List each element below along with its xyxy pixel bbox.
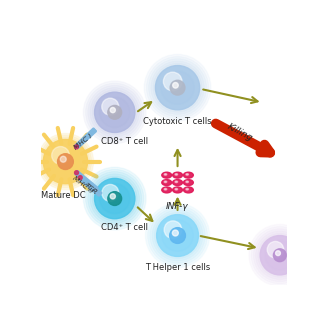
Ellipse shape bbox=[183, 187, 193, 193]
Circle shape bbox=[162, 220, 193, 251]
Text: Cytotoxic T cells: Cytotoxic T cells bbox=[143, 117, 212, 126]
Circle shape bbox=[88, 85, 141, 139]
Circle shape bbox=[100, 97, 130, 127]
Ellipse shape bbox=[183, 172, 193, 178]
Circle shape bbox=[43, 140, 88, 184]
Circle shape bbox=[251, 227, 308, 284]
Text: TCR: TCR bbox=[83, 182, 98, 196]
Circle shape bbox=[276, 251, 280, 256]
Circle shape bbox=[110, 194, 116, 199]
Circle shape bbox=[144, 54, 211, 121]
Circle shape bbox=[88, 172, 141, 225]
Circle shape bbox=[78, 176, 82, 180]
Circle shape bbox=[60, 156, 66, 162]
Text: Mature DC: Mature DC bbox=[41, 191, 85, 200]
Text: Killing: Killing bbox=[226, 122, 255, 143]
Ellipse shape bbox=[175, 181, 178, 182]
Circle shape bbox=[265, 240, 295, 270]
Text: CD8⁺ T cell: CD8⁺ T cell bbox=[101, 137, 148, 146]
Text: CD4⁺ T cell: CD4⁺ T cell bbox=[101, 223, 148, 232]
Circle shape bbox=[173, 83, 178, 88]
Ellipse shape bbox=[164, 181, 167, 182]
Text: MHC I: MHC I bbox=[73, 132, 93, 150]
Circle shape bbox=[92, 90, 137, 135]
Circle shape bbox=[94, 178, 135, 219]
Text: INF-γ: INF-γ bbox=[166, 202, 189, 211]
Circle shape bbox=[154, 212, 201, 259]
Circle shape bbox=[102, 184, 119, 201]
Circle shape bbox=[249, 224, 311, 286]
Circle shape bbox=[90, 88, 140, 137]
Circle shape bbox=[153, 63, 202, 112]
Circle shape bbox=[156, 66, 200, 110]
Circle shape bbox=[148, 206, 207, 265]
Ellipse shape bbox=[175, 188, 178, 190]
Circle shape bbox=[161, 71, 194, 104]
Circle shape bbox=[267, 241, 284, 258]
Circle shape bbox=[156, 215, 198, 256]
Ellipse shape bbox=[162, 172, 172, 178]
Circle shape bbox=[86, 170, 144, 228]
Ellipse shape bbox=[186, 188, 188, 190]
Circle shape bbox=[102, 98, 119, 115]
Circle shape bbox=[260, 236, 300, 275]
Ellipse shape bbox=[164, 188, 167, 190]
Ellipse shape bbox=[186, 174, 188, 175]
Circle shape bbox=[258, 233, 302, 277]
Circle shape bbox=[110, 108, 116, 113]
Circle shape bbox=[100, 183, 130, 214]
Text: MHC II: MHC II bbox=[71, 175, 93, 194]
Ellipse shape bbox=[175, 174, 178, 175]
Ellipse shape bbox=[186, 181, 188, 182]
Ellipse shape bbox=[183, 180, 193, 186]
Circle shape bbox=[37, 133, 93, 190]
Circle shape bbox=[108, 105, 122, 119]
Circle shape bbox=[75, 171, 78, 175]
Circle shape bbox=[75, 145, 78, 149]
Ellipse shape bbox=[162, 180, 172, 186]
Circle shape bbox=[163, 72, 182, 91]
Circle shape bbox=[52, 147, 69, 164]
Circle shape bbox=[151, 61, 204, 114]
Circle shape bbox=[149, 59, 206, 116]
Circle shape bbox=[41, 138, 90, 186]
Ellipse shape bbox=[172, 180, 182, 186]
Circle shape bbox=[256, 231, 304, 279]
Circle shape bbox=[150, 208, 205, 263]
Text: T Helper 1 cells: T Helper 1 cells bbox=[145, 263, 210, 272]
Circle shape bbox=[39, 135, 92, 188]
Circle shape bbox=[86, 83, 144, 141]
Circle shape bbox=[90, 174, 140, 223]
Circle shape bbox=[172, 230, 178, 236]
Ellipse shape bbox=[162, 187, 172, 193]
Ellipse shape bbox=[172, 187, 182, 193]
Circle shape bbox=[84, 167, 146, 230]
Ellipse shape bbox=[164, 174, 167, 175]
Circle shape bbox=[94, 92, 135, 132]
Ellipse shape bbox=[172, 172, 182, 178]
Circle shape bbox=[273, 249, 286, 262]
Circle shape bbox=[147, 57, 209, 119]
Circle shape bbox=[146, 204, 210, 268]
Circle shape bbox=[170, 228, 185, 244]
Circle shape bbox=[58, 154, 73, 170]
Circle shape bbox=[170, 80, 185, 95]
Circle shape bbox=[164, 221, 182, 238]
Circle shape bbox=[84, 81, 146, 144]
Circle shape bbox=[108, 192, 122, 205]
Circle shape bbox=[152, 210, 203, 261]
Circle shape bbox=[253, 229, 306, 282]
Circle shape bbox=[92, 176, 137, 221]
